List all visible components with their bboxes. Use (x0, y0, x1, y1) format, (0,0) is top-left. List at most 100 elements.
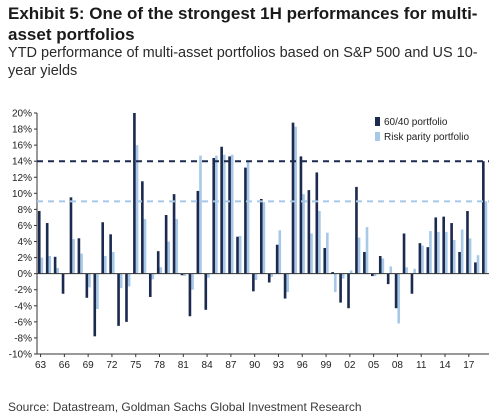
bar-60-40 (77, 238, 81, 274)
bar-risk-parity (444, 231, 448, 274)
bar-risk-parity (40, 257, 44, 274)
bar-60-40 (196, 190, 200, 274)
bar-60-40 (275, 244, 279, 274)
bar-60-40 (450, 223, 453, 274)
bar-60-40 (291, 122, 295, 274)
bar-risk-parity (310, 233, 313, 274)
bar-risk-parity (222, 154, 226, 274)
x-tick-label: 87 (225, 360, 237, 371)
bar-risk-parity (326, 232, 329, 274)
y-tick-label: 0% (18, 269, 33, 280)
bar-60-40 (228, 156, 231, 274)
bar-60-40 (236, 236, 239, 274)
x-tick-label: 75 (130, 360, 142, 371)
bar-60-40 (61, 273, 65, 294)
bar-risk-parity (96, 273, 99, 310)
bar-60-40 (148, 273, 152, 297)
bar-risk-parity (167, 241, 171, 274)
x-tick-label: 11 (416, 360, 427, 371)
bar-60-40 (434, 217, 438, 274)
bar-60-40 (93, 273, 97, 337)
y-tick-label: -8% (14, 333, 32, 344)
bar-risk-parity (72, 239, 75, 274)
x-tick-label: 17 (463, 360, 475, 371)
bar-60-40 (220, 146, 223, 274)
x-tick-label: 96 (297, 360, 309, 371)
bar-risk-parity (405, 267, 408, 274)
bar-risk-parity (341, 273, 345, 279)
bar-60-40 (37, 211, 41, 274)
bar-risk-parity (88, 273, 91, 288)
bar-60-40 (141, 181, 144, 274)
bar-60-40 (125, 273, 128, 322)
source-note: Source: Datastream, Goldman Sachs Global… (8, 400, 362, 414)
bar-60-40 (244, 167, 247, 274)
bar-risk-parity (452, 239, 456, 274)
bar-risk-parity (215, 155, 218, 274)
x-tick-label: 99 (320, 360, 332, 371)
x-tick-label: 90 (249, 360, 261, 371)
x-tick-label: 02 (344, 360, 356, 371)
bar-60-40 (180, 273, 184, 276)
y-tick-label: 4% (18, 237, 33, 248)
bar-risk-parity (476, 255, 480, 274)
y-tick-label: -6% (14, 317, 32, 328)
legend-swatch-risk-parity (375, 132, 380, 141)
bar-60-40 (307, 190, 311, 274)
bar-risk-parity (159, 267, 163, 274)
bar-risk-parity (381, 258, 385, 274)
bar-60-40 (315, 172, 319, 274)
bar-60-40 (410, 273, 414, 294)
y-tick-label: 6% (18, 221, 33, 232)
bar-risk-parity (389, 266, 393, 274)
bar-60-40 (482, 161, 485, 274)
y-tick-label: 8% (18, 205, 33, 216)
bar-risk-parity (119, 273, 123, 289)
bar-risk-parity (104, 255, 107, 274)
bar-60-40 (371, 273, 374, 277)
bar-60-40 (85, 273, 89, 298)
bar-risk-parity (460, 229, 464, 274)
x-tick-label: 84 (202, 360, 214, 371)
bar-60-40 (267, 273, 271, 283)
bar-risk-parity (278, 230, 282, 274)
bar-risk-parity (80, 253, 83, 274)
legend-swatch-60-40 (375, 117, 380, 126)
bar-risk-parity (357, 237, 361, 274)
bar-risk-parity (56, 268, 60, 274)
x-tick-label: 81 (178, 360, 190, 371)
bar-risk-parity (484, 201, 488, 274)
bar-60-40 (323, 247, 327, 274)
chart-subtitle: YTD performance of multi-asset portfolio… (8, 45, 478, 79)
bar-60-40 (69, 197, 73, 274)
bar-risk-parity (183, 273, 186, 277)
bar-risk-parity (254, 273, 258, 281)
y-tick-label: -10% (9, 350, 32, 361)
bar-60-40 (212, 157, 216, 274)
bar-60-40 (45, 223, 49, 274)
bar-risk-parity (191, 273, 194, 290)
bar-60-40 (164, 215, 168, 274)
x-tick-label: 72 (106, 360, 118, 371)
y-tick-label: 18% (12, 125, 32, 136)
bar-risk-parity (48, 255, 52, 274)
bar-risk-parity (270, 273, 274, 277)
y-tick-label: 12% (12, 173, 32, 184)
x-tick-label: 66 (59, 360, 71, 371)
y-tick-label: 10% (12, 189, 32, 200)
bar-60-40 (259, 198, 263, 274)
bar-risk-parity (175, 219, 178, 274)
x-tick-label: 14 (439, 360, 451, 371)
bar-risk-parity (262, 202, 266, 274)
y-tick-label: -4% (14, 301, 32, 312)
y-tick-label: 2% (18, 253, 33, 264)
bar-60-40 (331, 272, 334, 274)
x-tick-label: 63 (35, 360, 47, 371)
bar-risk-parity (111, 251, 115, 274)
bar-risk-parity (437, 231, 440, 274)
y-tick-label: 14% (12, 157, 32, 168)
bar-60-40 (442, 216, 445, 274)
bar-60-40 (299, 156, 303, 274)
bar-60-40 (252, 273, 255, 292)
